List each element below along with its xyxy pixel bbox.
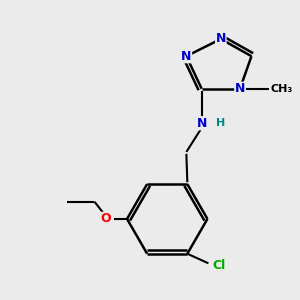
Text: N: N: [181, 50, 192, 63]
Text: Cl: Cl: [212, 260, 226, 272]
Text: H: H: [216, 118, 225, 128]
Text: N: N: [235, 82, 245, 95]
Text: O: O: [100, 212, 111, 225]
Text: N: N: [216, 32, 226, 46]
Text: CH₃: CH₃: [271, 84, 293, 94]
Text: N: N: [196, 117, 207, 130]
